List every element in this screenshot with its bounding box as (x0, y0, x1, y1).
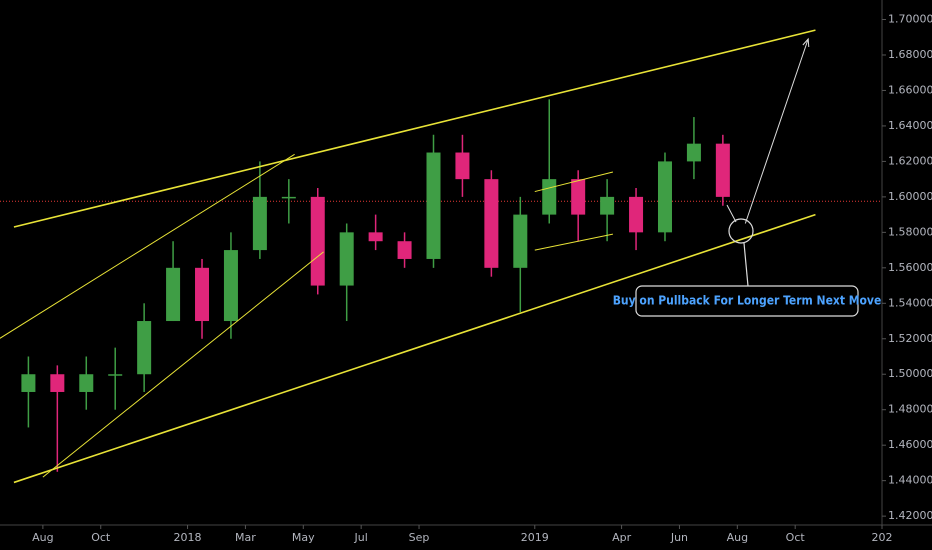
candle-body (50, 374, 65, 392)
trend-line (13, 29, 816, 228)
y-tick-label: 1.46000 (888, 438, 932, 451)
axes: 1.42000 1.44000 1.46000 1.48000 1.50000 1.520… (32, 13, 932, 544)
pointer (726, 204, 737, 223)
price-axis-panel (882, 0, 932, 550)
y-tick-label: 1.66000 (888, 83, 932, 96)
x-tick-label: 202 (872, 531, 893, 544)
plot-area (0, 29, 882, 484)
callout-text: Buy on Pullback For Longer Term Next Mov… (613, 294, 882, 308)
x-tick-label: Oct (786, 531, 806, 544)
candle-body (195, 267, 210, 322)
candle-body (600, 196, 615, 215)
candle-body (223, 250, 238, 322)
x-tick-label: 2019 (521, 531, 549, 544)
candle-body (310, 196, 325, 286)
y-tick-label: 1.54000 (888, 296, 932, 309)
candle-body (252, 196, 267, 251)
y-tick-label: 1.62000 (888, 154, 932, 167)
x-tick-label: Sep (409, 531, 430, 544)
candle-body (397, 241, 412, 259)
y-tick-label: 1.50000 (888, 367, 932, 380)
candle-body (657, 161, 672, 233)
trend-line (42, 251, 324, 478)
candle-body (629, 196, 644, 233)
arrow-head (802, 37, 810, 48)
candle-body (339, 232, 354, 286)
candle-body (484, 179, 499, 268)
y-tick-label: 1.44000 (888, 474, 932, 487)
candle-body (715, 143, 730, 197)
x-tick-label: Apr (612, 531, 632, 544)
trend-line (534, 233, 614, 251)
x-tick-label: Jul (354, 531, 368, 544)
x-tick-label: Oct (91, 531, 111, 544)
arrow-line (744, 38, 809, 224)
candle-body (368, 232, 383, 242)
candle-body (686, 143, 701, 162)
y-tick-label: 1.60000 (888, 190, 932, 203)
y-tick-label: 1.68000 (888, 48, 932, 61)
y-tick-label: 1.56000 (888, 261, 932, 274)
trend-line (0, 153, 295, 339)
candle-body (21, 374, 36, 392)
y-tick-label: 1.52000 (888, 332, 932, 345)
candle-body (455, 152, 470, 180)
candle-body (166, 267, 181, 322)
candle-body (571, 179, 586, 215)
candle-body (281, 196, 296, 199)
candle-body (542, 179, 557, 215)
candle-body (513, 214, 528, 268)
candle-body (108, 374, 123, 376)
x-tick-label: Aug (727, 531, 748, 544)
target-circle (728, 218, 754, 244)
trend-line (534, 171, 614, 193)
candle-body (426, 152, 441, 259)
x-tick-label: Mar (235, 531, 256, 544)
callout-connector (743, 242, 749, 287)
trend-line (13, 213, 816, 484)
callout-box (635, 285, 859, 317)
candle-body (79, 374, 94, 392)
y-tick-label: 1.64000 (888, 119, 932, 132)
y-tick-label: 1.48000 (888, 403, 932, 416)
y-tick-label: 1.58000 (888, 225, 932, 238)
candle-body (137, 321, 152, 375)
x-tick-label: May (292, 531, 315, 544)
x-tick-label: 2018 (174, 531, 202, 544)
x-tick-label: Aug (32, 531, 53, 544)
y-tick-label: 1.70000 (888, 13, 932, 26)
y-tick-label: 1.42000 (888, 509, 932, 522)
x-tick-label: Jun (670, 531, 688, 544)
